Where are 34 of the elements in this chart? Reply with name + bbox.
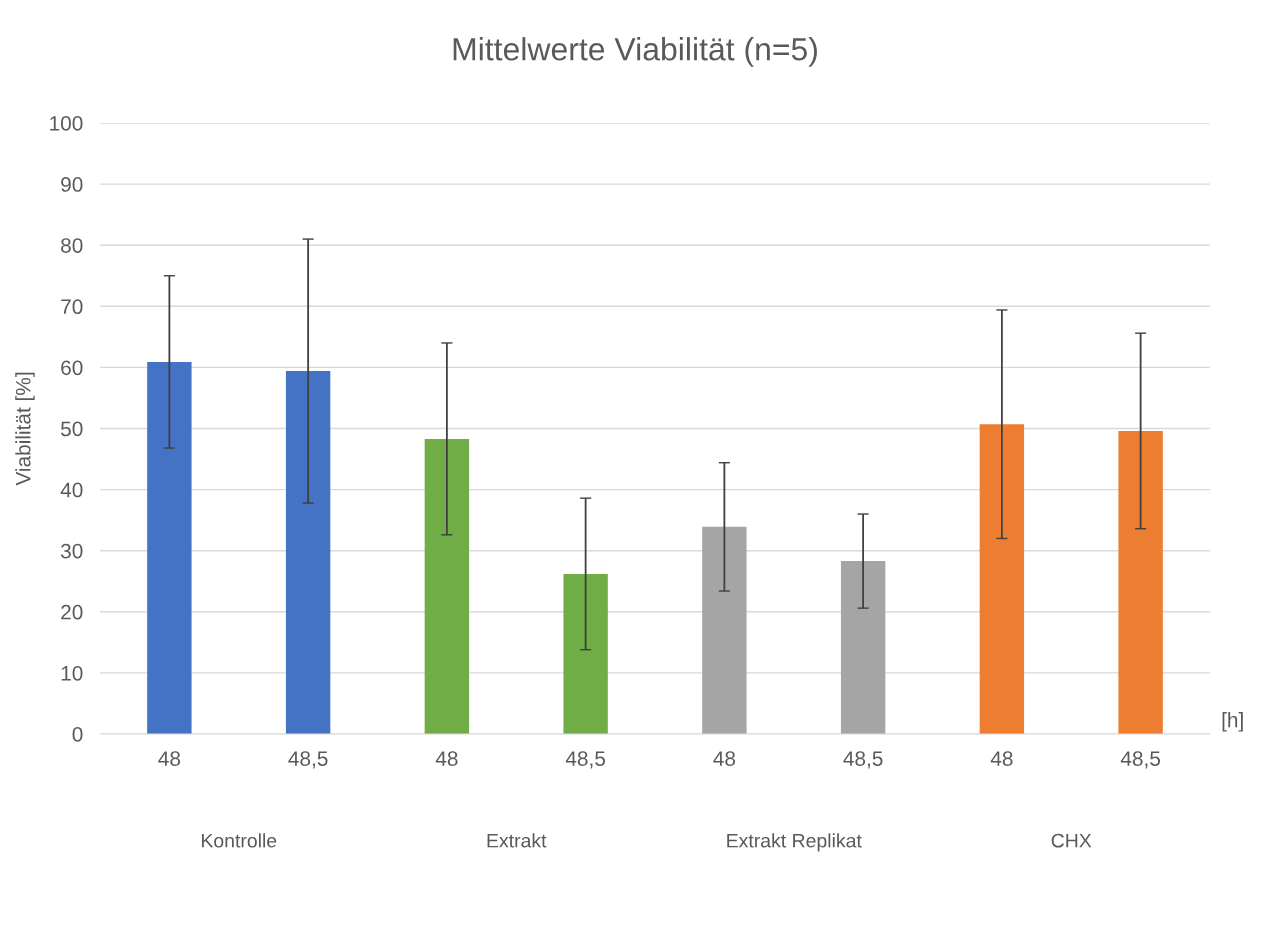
x-tick-label: 48,5 (565, 751, 606, 769)
y-tick-label: 10 (61, 665, 83, 681)
y-tick-label: 50 (61, 421, 83, 437)
bar (424, 438, 470, 734)
x-tick-label: 48 (435, 751, 458, 766)
y-tick-label: 0 (72, 727, 83, 742)
x-tick-label: 48 (158, 751, 181, 766)
y-tick-label: 30 (60, 543, 83, 559)
x-axis-title: [h] (1222, 712, 1243, 732)
bar (840, 561, 886, 734)
y-tick-label: 100 (50, 116, 83, 131)
y-tick-label: 60 (61, 360, 83, 376)
chart-title: Mittelwerte Viabilität (n=5) (453, 37, 817, 67)
bar (1118, 430, 1163, 734)
bar (285, 371, 331, 734)
x-tick-label: 48 (990, 751, 1013, 766)
y-axis-title: Viabilität [%] (15, 372, 35, 486)
bar (563, 573, 608, 734)
bar (147, 361, 192, 734)
text: Kontrolle (201, 833, 277, 848)
y-tick-label: 80 (61, 238, 83, 253)
text: CHX (1051, 833, 1092, 848)
text: Extrakt (487, 833, 547, 848)
bar (702, 526, 747, 734)
y-tick-label: 70 (61, 299, 83, 315)
y-tick-label: 20 (61, 604, 83, 620)
bar (979, 424, 1025, 734)
text: Extrakt Replikat (727, 833, 862, 852)
y-tick-label: 90 (61, 177, 83, 192)
y-tick-label: 40 (60, 482, 83, 498)
x-tick-label: 48 (713, 751, 736, 766)
x-tick-label: 48,5 (843, 751, 883, 769)
x-tick-label: 48,5 (1120, 751, 1161, 769)
x-tick-label: 48,5 (288, 751, 328, 769)
